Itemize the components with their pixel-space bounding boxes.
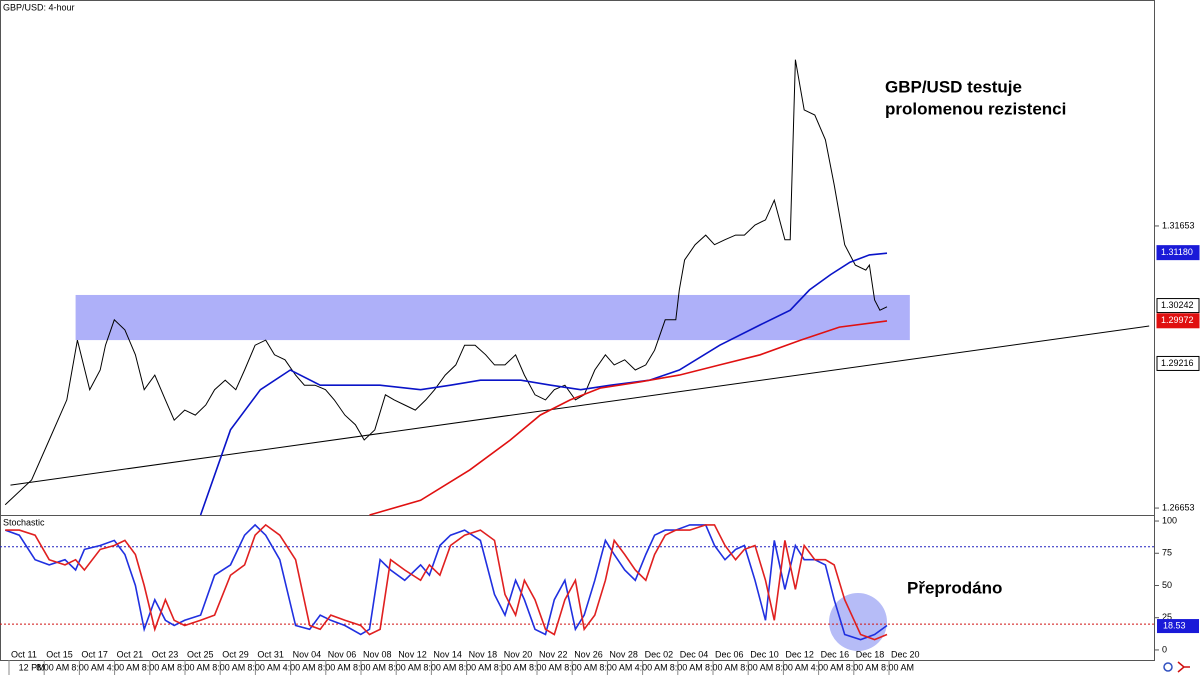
time-tick-label: 8:00 AM <box>740 662 773 672</box>
x-tick-label: Nov 22 <box>539 649 568 659</box>
price-label: 1.29216 <box>1161 358 1194 368</box>
panel-title: GBP/USD: 4-hour <box>3 2 75 12</box>
x-tick-label: Nov 04 <box>293 649 322 659</box>
current-label-box <box>1157 619 1199 634</box>
time-tick-label: 8:00 AM <box>142 662 175 672</box>
current-label: 18.53 <box>1163 620 1186 630</box>
time-tick-label: 8:00 AM <box>212 662 245 672</box>
time-tick-label: 8:00 AM <box>353 662 386 672</box>
series-line <box>5 523 888 641</box>
time-tick-label: 8:00 AM <box>388 662 421 672</box>
time-tick-label: 4:00 AM <box>635 662 668 672</box>
annotation: GBP/USD testuje <box>885 77 1022 96</box>
price-label: 1.31180 <box>1161 247 1193 257</box>
x-tick-label: Oct 23 <box>152 649 179 659</box>
resistance-zone <box>75 294 910 341</box>
price-label: 1.30242 <box>1161 300 1194 310</box>
time-tick-label: 8:00 AM <box>705 662 738 672</box>
y-tick-label: 1.26653 <box>1162 502 1195 512</box>
time-tick-label: 8:00 AM <box>36 662 69 672</box>
price-label-box <box>1156 245 1200 261</box>
annotation: Přeprodáno <box>907 578 1002 597</box>
x-tick-label: Dec 16 <box>821 649 850 659</box>
time-tick-label: 8:00 AM <box>494 662 527 672</box>
x-tick-label: Nov 12 <box>398 649 427 659</box>
time-tick-label: 8:00 AM <box>71 662 104 672</box>
x-tick-label: Oct 31 <box>257 649 284 659</box>
time-tick-label: 8:00 AM <box>670 662 703 672</box>
x-tick-label: Dec 18 <box>856 649 885 659</box>
y-tick-label: 1.31653 <box>1162 220 1195 230</box>
stochastic-panel <box>0 515 1155 661</box>
time-tick-label: 8:00 AM <box>775 662 808 672</box>
price-label-box <box>1156 313 1200 329</box>
y-tick-label: 0 <box>1162 644 1167 654</box>
x-tick-label: Nov 06 <box>328 649 357 659</box>
time-tick-label: 8:00 AM <box>423 662 456 672</box>
annotation: prolomenou rezistenci <box>885 99 1066 118</box>
toolbar-icons <box>1163 661 1190 673</box>
y-tick-label: 25 <box>1162 612 1172 622</box>
panel-title: Stochastic <box>3 517 45 527</box>
time-tick-label: 8:00 AM <box>247 662 280 672</box>
x-tick-label: Oct 25 <box>187 649 214 659</box>
y-tick-label: 50 <box>1162 580 1172 590</box>
x-tick-label: Dec 02 <box>645 649 674 659</box>
time-tick-label: 8:00 AM <box>459 662 492 672</box>
x-tick-label: Dec 04 <box>680 649 709 659</box>
price-label-box <box>1156 298 1200 314</box>
x-tick-label: Dec 20 <box>891 649 920 659</box>
price-label: 1.29972 <box>1161 315 1194 325</box>
time-tick-label: 4:00 AM <box>107 662 140 672</box>
time-tick-label: 8:00 AM <box>846 662 879 672</box>
x-tick-label: Dec 06 <box>715 649 744 659</box>
trendline <box>10 325 1150 486</box>
y-tick-label: 100 <box>1162 515 1177 525</box>
x-tick-label: Oct 21 <box>117 649 144 659</box>
x-tick-label: Oct 29 <box>222 649 249 659</box>
x-tick-label: Nov 28 <box>609 649 638 659</box>
time-tick-label: 8:00 AM <box>177 662 210 672</box>
time-tick-label: 12 PM <box>19 662 45 672</box>
time-tick-label: 8:00 AM <box>599 662 632 672</box>
x-tick-label: Nov 20 <box>504 649 533 659</box>
time-tick-label: 4:00 AM <box>283 662 316 672</box>
time-tick-label: 8:00 AM <box>318 662 351 672</box>
highlight-circle <box>829 593 887 651</box>
x-tick-label: Oct 17 <box>81 649 108 659</box>
x-tick-label: Nov 14 <box>433 649 462 659</box>
x-tick-label: Dec 12 <box>785 649 814 659</box>
x-tick-label: Dec 10 <box>750 649 779 659</box>
series-line <box>199 252 888 516</box>
price-label-box <box>1156 355 1200 371</box>
x-tick-label: Nov 26 <box>574 649 603 659</box>
time-tick-label: 8:00 AM <box>529 662 562 672</box>
series-line <box>369 320 888 516</box>
x-tick-label: Nov 08 <box>363 649 392 659</box>
time-tick-label: 8:00 AM <box>881 662 914 672</box>
time-tick-label: 8:00 AM <box>564 662 597 672</box>
series-line <box>4 523 888 641</box>
y-tick-label: 75 <box>1162 548 1172 558</box>
time-tick-label: 4:00 AM <box>811 662 844 672</box>
x-tick-label: Nov 18 <box>469 649 498 659</box>
series-line <box>4 59 888 506</box>
x-tick-label: Oct 15 <box>46 649 73 659</box>
x-tick-label: Oct 11 <box>11 649 37 659</box>
